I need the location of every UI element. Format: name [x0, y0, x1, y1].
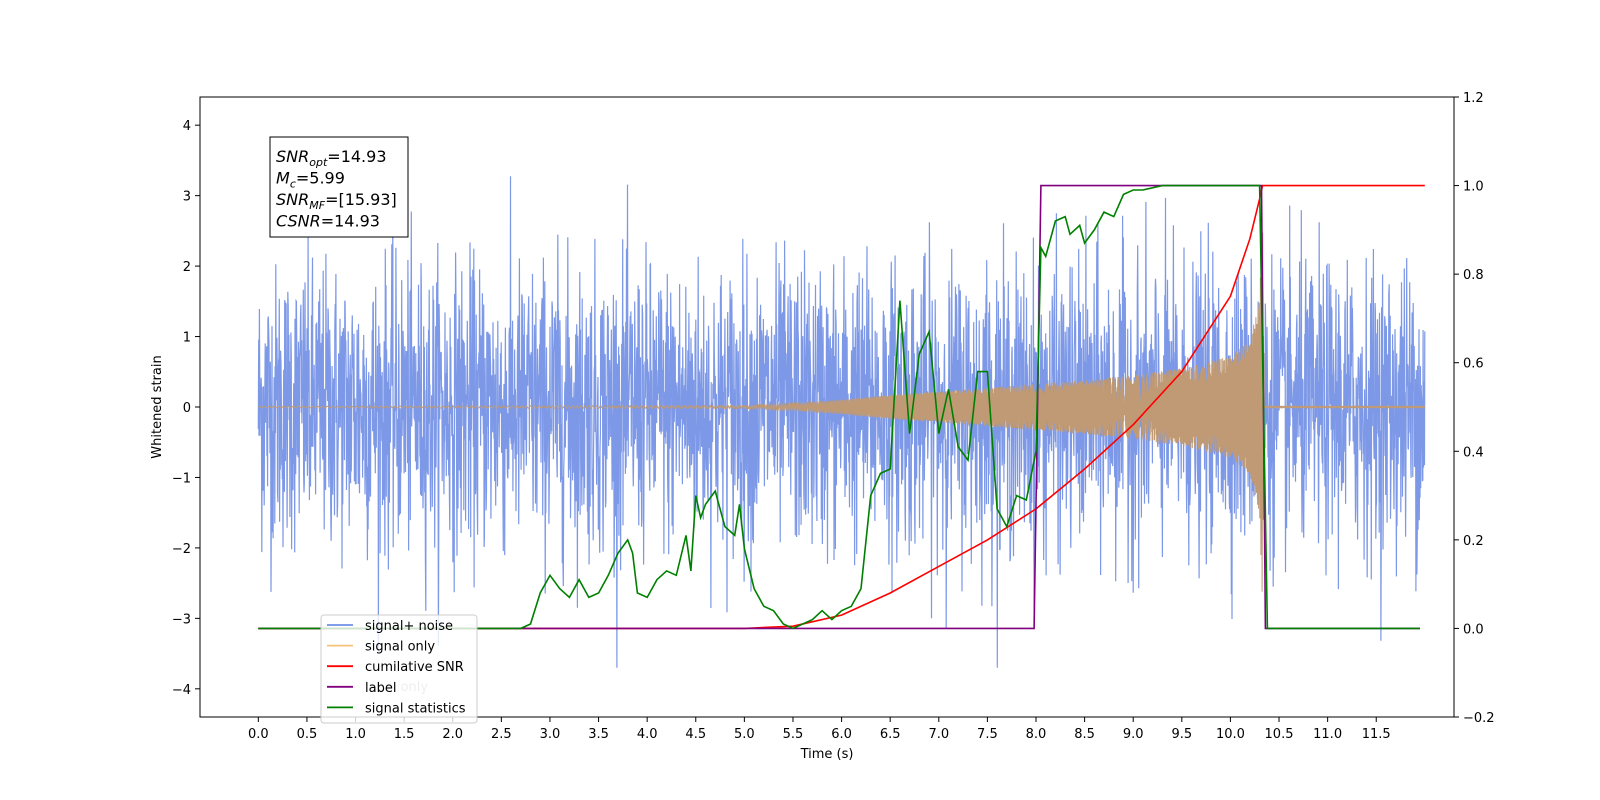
y-axis-label: Whitened strain: [150, 355, 165, 458]
x-tick-label: 10.0: [1216, 727, 1245, 742]
x-axis-label: Time (s): [800, 747, 854, 762]
y-tick-label: 2: [183, 260, 191, 275]
x-tick-label: 3.5: [588, 727, 609, 742]
legend-entry: signal+ noise: [365, 619, 453, 634]
annotation-var: SNR: [276, 190, 309, 209]
y2-tick-label: 0.0: [1463, 622, 1484, 637]
y-tick-label: −4: [172, 683, 191, 698]
x-tick-label: 10.5: [1265, 727, 1294, 742]
stats-annotation-box: SNRopt=14.93Mc=5.99SNRMF=[15.93]CSNR=14.…: [269, 136, 409, 238]
y2-tick-label: 0.2: [1463, 534, 1484, 549]
y2-tick-label: 1.0: [1463, 180, 1484, 195]
y-tick-label: −2: [172, 542, 191, 557]
x-tick-label: 8.5: [1074, 727, 1095, 742]
annotation-line: CSNR=14.93: [276, 212, 380, 231]
annotation-value: =14.93: [321, 212, 380, 231]
annotation-sub: MF: [309, 199, 325, 212]
annotation-value: =[15.93]: [325, 190, 397, 209]
y2-tick-label: 0.4: [1463, 445, 1484, 460]
x-tick-label: 2.0: [442, 727, 463, 742]
y-tick-label: 4: [183, 119, 191, 134]
x-tick-label: 4.5: [685, 727, 706, 742]
series-signal-only: [258, 232, 1426, 592]
x-tick-label: 9.5: [1171, 727, 1192, 742]
legend-frame: [320, 614, 478, 724]
x-tick-label: 1.0: [345, 727, 366, 742]
y-tick-label: 3: [183, 190, 191, 205]
y-tick-label: −3: [172, 612, 191, 627]
legend-entry: signal only: [365, 640, 435, 655]
x-tick-label: 0.5: [297, 727, 318, 742]
series-cumulative-snr: [258, 184, 1425, 630]
annotation-frame: [269, 136, 409, 238]
x-axis: 0.0 0.5 1.0 1.5 2.0 2.5 3.0 3.5 4.0 4.5 5.0 5.5 6.0 6…: [248, 717, 1391, 742]
x-tick-label: 6.0: [831, 727, 852, 742]
series-signal-noise: [257, 176, 1426, 668]
annotation-line: Mc=5.99: [276, 169, 345, 191]
y2-tick-label: 0.6: [1463, 357, 1484, 372]
x-tick-label: 7.5: [977, 727, 998, 742]
y-tick-label: −1: [172, 471, 191, 486]
y-axis-right: −0.2 0.0 0.2 0.4 0.6 0.8 1.0 1.2: [1454, 91, 1495, 726]
x-tick-label: 6.5: [880, 727, 901, 742]
x-tick-label: 3.0: [540, 727, 561, 742]
x-tick-label: 11.5: [1362, 727, 1391, 742]
series-signal-statistics: [258, 184, 1420, 630]
legend-entry: label: [365, 681, 396, 696]
annotation-var: SNR: [276, 147, 309, 166]
annotation-value: =5.99: [296, 169, 345, 188]
annotation-var: CSNR: [276, 212, 321, 231]
annotation-line: SNRopt=14.93: [276, 147, 387, 169]
x-tick-label: 0.0: [248, 727, 269, 742]
x-tick-label: 2.5: [491, 727, 512, 742]
x-tick-label: 4.0: [637, 727, 658, 742]
x-tick-label: 9.0: [1123, 727, 1144, 742]
plot-series: [257, 176, 1426, 668]
legend-entry: signal statistics: [365, 701, 466, 716]
annotation-sub: c: [290, 178, 296, 191]
y-tick-label: 1: [183, 331, 191, 346]
y2-tick-label: 1.2: [1463, 91, 1484, 106]
annotation-line: SNRMF=[15.93]: [276, 190, 397, 212]
y-tick-label: 0: [183, 401, 191, 416]
annotation-var: M: [276, 169, 290, 188]
x-tick-label: 8.0: [1026, 727, 1047, 742]
legend-entry: cumilative SNR: [365, 660, 464, 675]
x-tick-label: 5.5: [783, 727, 804, 742]
x-tick-label: 1.5: [394, 727, 415, 742]
annotation-value: =14.93: [327, 147, 386, 166]
x-tick-label: 7.0: [928, 727, 949, 742]
x-tick-label: 11.0: [1313, 727, 1342, 742]
y2-tick-label: −0.2: [1463, 711, 1495, 726]
x-tick-label: 5.0: [734, 727, 755, 742]
y-axis-left: −4 −3 −2 −1 0 1 2 3 4: [172, 119, 200, 698]
y2-tick-label: 0.8: [1463, 268, 1484, 283]
annotation-sub: opt: [309, 156, 328, 169]
